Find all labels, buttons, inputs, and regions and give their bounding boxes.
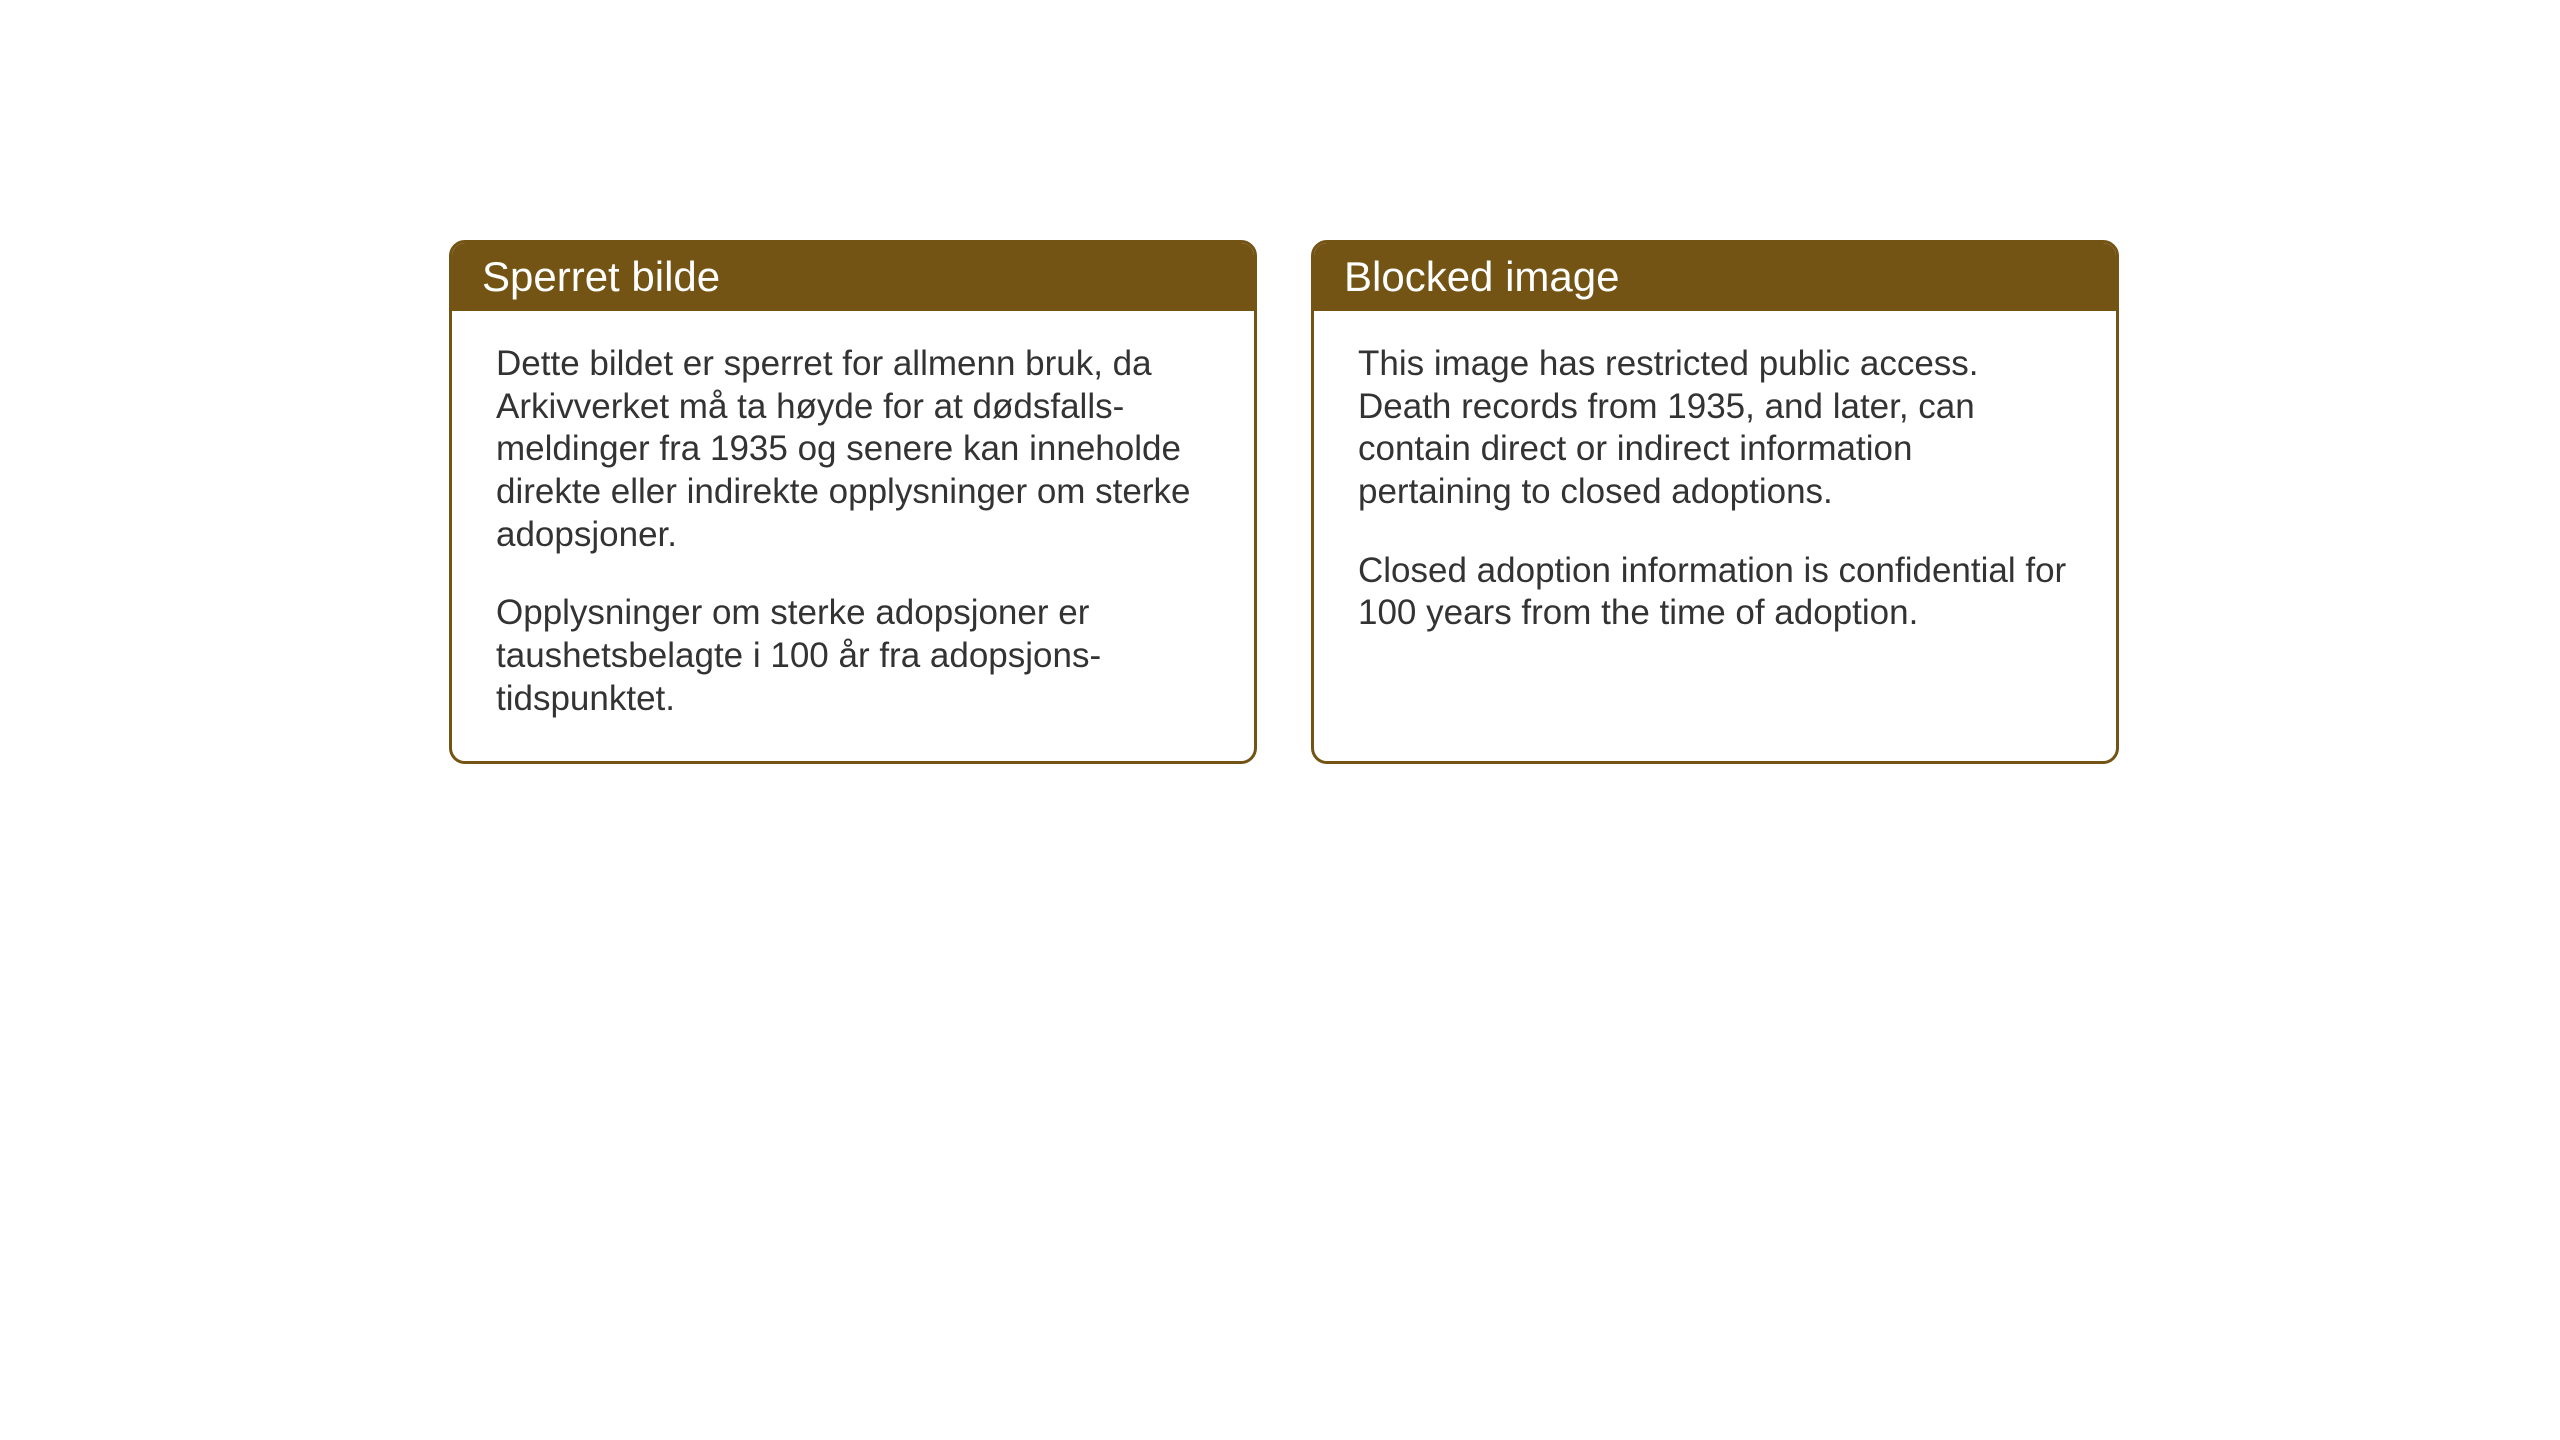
english-card: Blocked image This image has restricted … xyxy=(1311,240,2119,764)
norwegian-paragraph-2: Opplysninger om sterke adopsjoner er tau… xyxy=(496,592,1210,720)
norwegian-paragraph-1: Dette bildet er sperret for allmenn bruk… xyxy=(496,343,1210,556)
cards-container: Sperret bilde Dette bildet er sperret fo… xyxy=(449,240,2119,764)
english-card-title: Blocked image xyxy=(1344,253,1619,300)
english-paragraph-2: Closed adoption information is confident… xyxy=(1358,550,2072,635)
english-card-body: This image has restricted public access.… xyxy=(1314,311,2116,713)
norwegian-card-title: Sperret bilde xyxy=(482,253,720,300)
norwegian-card-body: Dette bildet er sperret for allmenn bruk… xyxy=(452,311,1254,761)
english-paragraph-1: This image has restricted public access.… xyxy=(1358,343,2072,514)
english-card-header: Blocked image xyxy=(1314,243,2116,311)
norwegian-card-header: Sperret bilde xyxy=(452,243,1254,311)
norwegian-card: Sperret bilde Dette bildet er sperret fo… xyxy=(449,240,1257,764)
